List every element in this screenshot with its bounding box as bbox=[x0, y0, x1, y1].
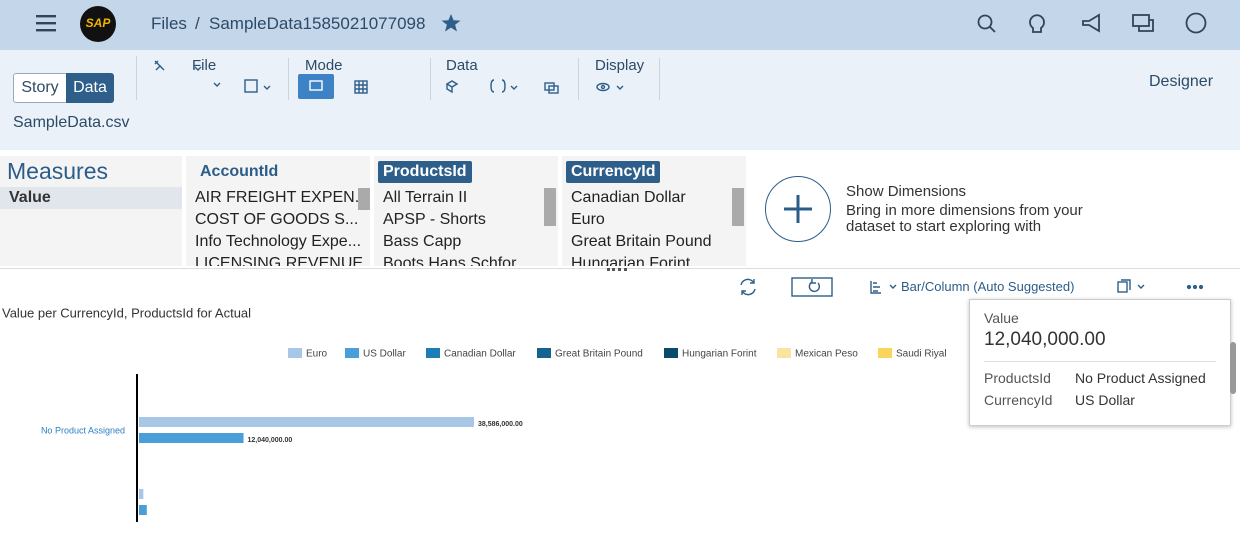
tab-story[interactable]: Story bbox=[13, 73, 67, 103]
scrollbar[interactable] bbox=[544, 188, 556, 226]
menu-icon[interactable] bbox=[36, 14, 58, 32]
legend-label: Euro bbox=[306, 349, 328, 360]
add-dimension[interactable] bbox=[765, 176, 831, 242]
chart-toolbar-icons[interactable] bbox=[738, 277, 1218, 297]
measure-item[interactable]: Value bbox=[9, 189, 51, 206]
file-name: SampleData1585021077098 bbox=[209, 14, 426, 33]
show-dimensions-text: Bring in more dimensions from your datas… bbox=[846, 202, 1083, 235]
legend-label: Canadian Dollar bbox=[444, 349, 516, 360]
legend-label: Saudi Riyal bbox=[896, 349, 947, 360]
tooltip bbox=[969, 299, 1231, 426]
legend-swatch bbox=[777, 348, 791, 358]
dimension-panel: AccountId AIR FREIGHT EXPEN... COST OF GOO… bbox=[186, 156, 370, 266]
tooltip-val: No Product Assigned bbox=[1075, 370, 1206, 386]
tooltip-measure: Value bbox=[984, 310, 1019, 326]
legend-swatch bbox=[345, 348, 359, 358]
dimension-header[interactable]: ProductsId bbox=[378, 161, 472, 183]
logo-text: SAP bbox=[85, 16, 111, 30]
legend-swatch bbox=[426, 348, 440, 358]
tooltip-value: 12,040,000.00 bbox=[984, 329, 1106, 350]
measures-title: Measures bbox=[7, 158, 108, 184]
plus-icon bbox=[784, 195, 812, 223]
group-label: Data bbox=[446, 57, 478, 74]
breadcrumb-root[interactable]: Files bbox=[151, 14, 187, 33]
dimension-member[interactable]: Great Britain Pound bbox=[571, 233, 712, 250]
designer-button[interactable]: Designer bbox=[1149, 73, 1214, 90]
chart: Value per CurrencyId, ProductsId for Act… bbox=[2, 305, 947, 522]
dimension-member[interactable]: AIR FREIGHT EXPEN... bbox=[195, 189, 369, 206]
legend-label: Hungarian Forint bbox=[682, 349, 757, 360]
breadcrumb-separator: / bbox=[195, 14, 200, 33]
tooltip-val: US Dollar bbox=[1075, 392, 1135, 408]
scrollbar[interactable] bbox=[732, 188, 744, 226]
group-label: Display bbox=[595, 57, 645, 74]
legend-label: US Dollar bbox=[363, 349, 406, 360]
legend-swatch bbox=[537, 348, 551, 358]
show-dimensions-title: Show Dimensions bbox=[846, 183, 967, 200]
bar bbox=[139, 489, 144, 499]
bar bbox=[139, 433, 244, 443]
dimension-member[interactable]: Bass Capp bbox=[383, 233, 462, 250]
legend-swatch bbox=[664, 348, 678, 358]
mode-selected[interactable] bbox=[298, 74, 334, 99]
shell-bar bbox=[0, 0, 1240, 50]
dimension-member[interactable]: Canadian Dollar bbox=[571, 189, 686, 206]
scrollbar[interactable] bbox=[1230, 342, 1236, 394]
dimension-header[interactable]: AccountId bbox=[200, 163, 279, 180]
dimension-member[interactable]: COST OF GOODS S... bbox=[195, 211, 359, 228]
dataset-select[interactable]: SampleData.csv bbox=[13, 114, 130, 131]
toolbar-icons[interactable] bbox=[150, 56, 670, 102]
legend-swatch bbox=[288, 348, 302, 358]
favorite-icon[interactable] bbox=[441, 13, 461, 33]
logo[interactable] bbox=[80, 6, 116, 42]
dimension-member[interactable]: Euro bbox=[571, 211, 605, 228]
dimension-member[interactable]: Info Technology Expe... bbox=[195, 233, 362, 250]
resize-handle[interactable] bbox=[607, 268, 627, 274]
scrollbar[interactable] bbox=[358, 188, 370, 210]
dimension-member[interactable]: APSP - Shorts bbox=[383, 211, 486, 228]
measures-panel bbox=[0, 156, 182, 266]
legend-label: Great Britain Pound bbox=[555, 349, 643, 360]
value-label: 12,040,000.00 bbox=[248, 437, 293, 444]
bar bbox=[139, 505, 147, 515]
dimension-member[interactable]: Hungarian Forint bbox=[571, 255, 691, 266]
dimension-member[interactable]: LICENSING REVENUE bbox=[195, 255, 364, 266]
dimension-panel: ProductsId All Terrain II APSP - Shorts Bas… bbox=[374, 156, 558, 266]
dimension-member[interactable]: All Terrain II bbox=[383, 189, 468, 206]
category-label: No Product Assigned bbox=[41, 425, 125, 435]
chart-type-select[interactable]: Bar/Column (Auto Suggested) bbox=[901, 279, 1075, 294]
tab-data[interactable]: Data bbox=[66, 73, 114, 103]
legend-swatch bbox=[878, 348, 892, 358]
value-label: 38,586,000.00 bbox=[478, 421, 523, 428]
shell-actions[interactable] bbox=[975, 12, 1215, 36]
legend-label: Mexican Peso bbox=[795, 349, 858, 360]
chart-title: Value per CurrencyId, ProductsId for Act… bbox=[2, 305, 251, 320]
toolbar bbox=[0, 50, 1240, 150]
group-label: Mode bbox=[305, 57, 343, 74]
tooltip-key: ProductsId bbox=[984, 370, 1051, 386]
bar bbox=[139, 417, 474, 427]
dimension-panel: CurrencyId Canadian Dollar Euro Great Brita… bbox=[562, 156, 746, 266]
dimension-member[interactable]: Boots Hans Schfor bbox=[383, 255, 517, 266]
dimension-header[interactable]: CurrencyId bbox=[566, 161, 661, 183]
tooltip-key: CurrencyId bbox=[984, 392, 1053, 408]
